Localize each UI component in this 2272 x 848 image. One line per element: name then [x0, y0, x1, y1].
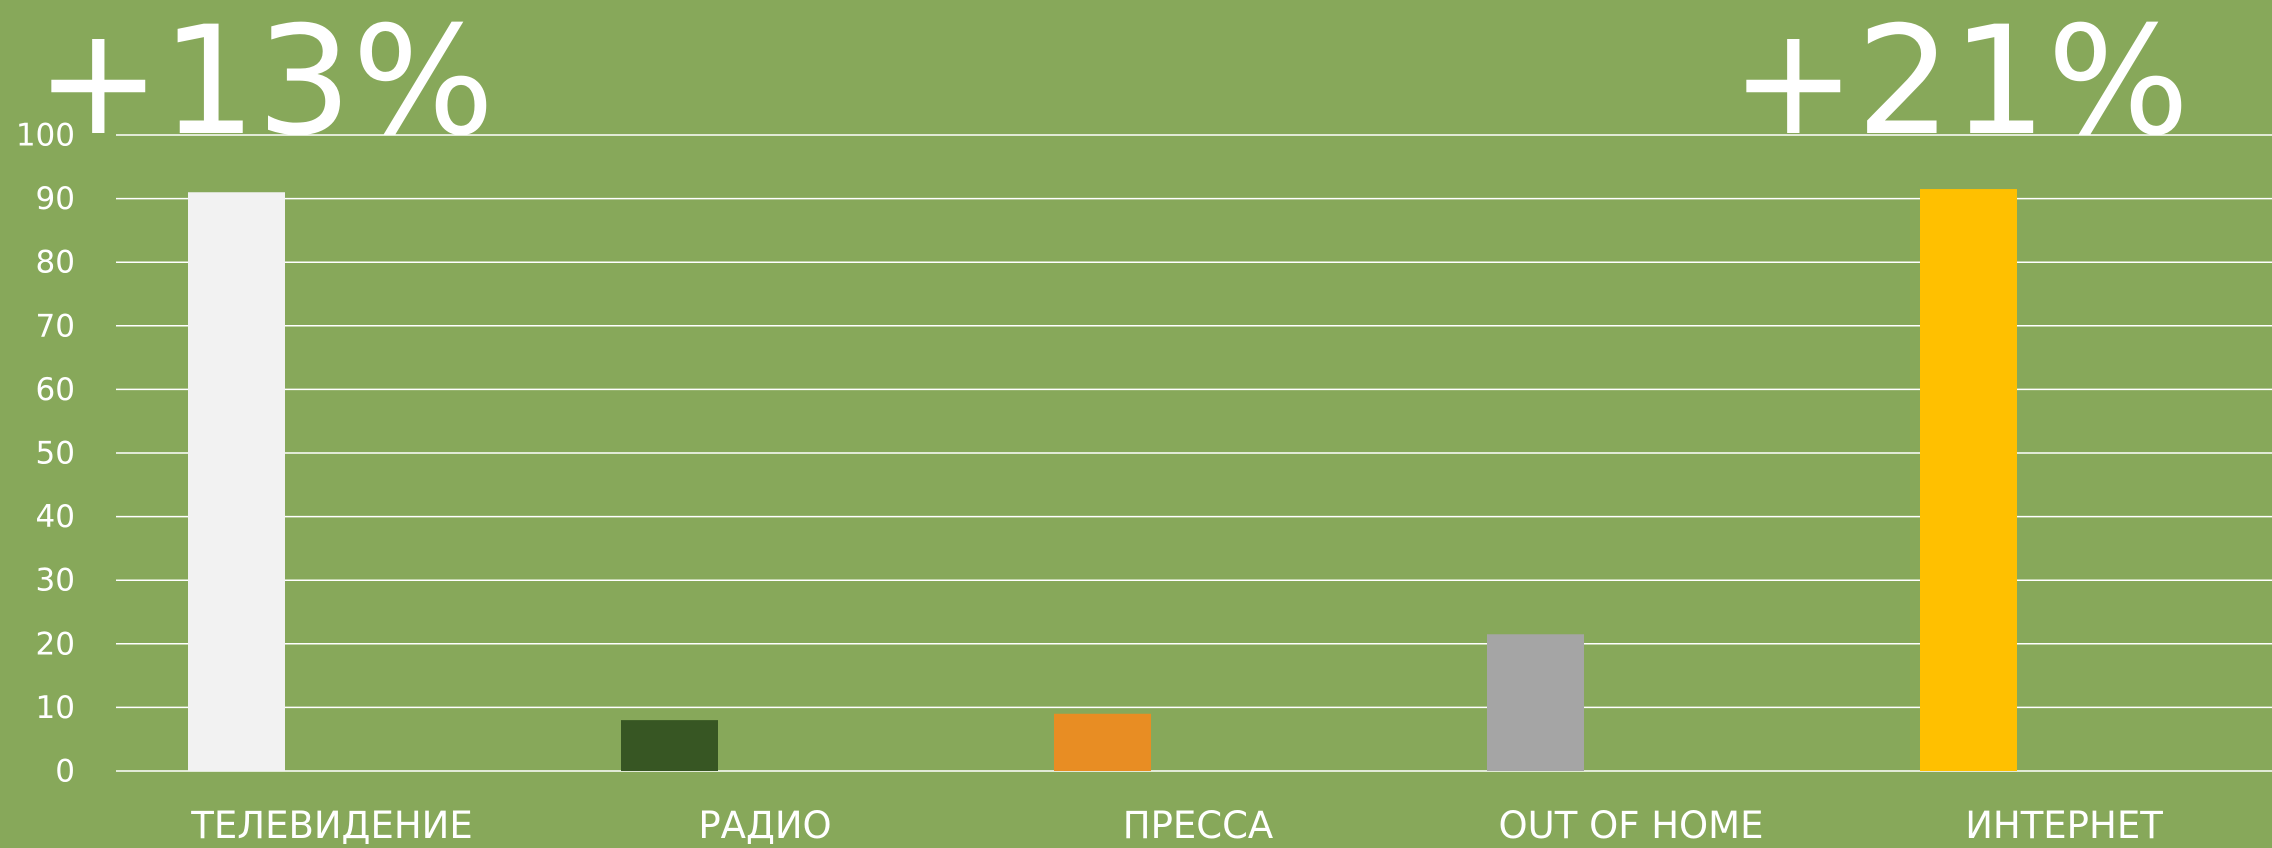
- x-tick-label: OUT OF HOME: [1499, 804, 1764, 847]
- y-tick-label: 30: [36, 563, 75, 599]
- y-tick-label: 0: [55, 754, 75, 790]
- y-tick-label: 90: [36, 181, 75, 217]
- bar: [1920, 189, 2017, 771]
- y-tick-label: 60: [36, 372, 75, 408]
- x-tick-label: РАДИО: [698, 804, 831, 847]
- y-tick-label: 80: [36, 245, 75, 281]
- x-tick-label: ИНТЕРНЕТ: [1965, 804, 2163, 847]
- annotation: +13%: [35, 0, 494, 169]
- y-tick-label: 70: [36, 308, 75, 344]
- y-tick-label: 50: [36, 436, 75, 472]
- y-tick-label: 100: [16, 118, 75, 154]
- x-tick-label: ПРЕССА: [1123, 804, 1274, 847]
- y-tick-label: 10: [36, 690, 75, 726]
- x-tick-label: ТЕЛЕВИДЕНИЕ: [190, 804, 472, 847]
- annotation: +21%: [1730, 0, 2189, 169]
- y-tick-label: 20: [36, 626, 75, 662]
- bar: [621, 720, 718, 771]
- y-tick-label: 40: [36, 499, 75, 535]
- bar: [1054, 713, 1151, 771]
- bar: [188, 192, 285, 772]
- bar: [1487, 634, 1584, 771]
